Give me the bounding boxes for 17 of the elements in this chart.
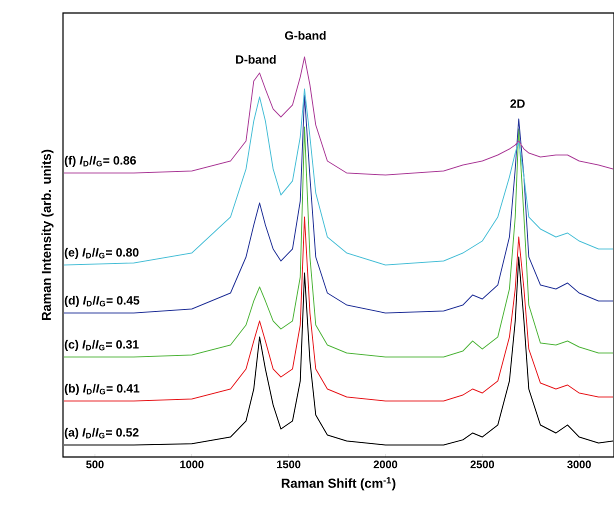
text: G-band <box>285 31 326 40</box>
x-tick-label: 2500 <box>470 460 494 468</box>
annotation: D-band <box>236 54 276 64</box>
x-tick-label: 1500 <box>277 460 300 468</box>
x-tick-label: 1000 <box>180 460 204 468</box>
series-label: (b) I$_{D}$/I$_{G}$= 0.41 <box>64 384 140 396</box>
series-label: (c) I$_{D}$/I$_{G}$= 0.31 <box>64 340 139 352</box>
x-tick-label: 3000 <box>567 460 591 468</box>
x-axis-title: Raman Shift (cm$^{-1}$) <box>282 477 396 490</box>
y-axis-title: Raman Intensity (arb. units) <box>41 150 54 320</box>
x-tick-label: 2000 <box>374 460 398 468</box>
x-tick-label: 500 <box>86 460 104 468</box>
series-label: (d) I$_{D}$/I$_{G}$= 0.45 <box>64 296 140 308</box>
series-label: (e) I$_{D}$/I$_{G}$= 0.80 <box>64 248 139 260</box>
annotation: 2D <box>510 99 525 108</box>
series-label: (f) I$_{D}$/I$_{G}$= 0.86 <box>64 156 136 168</box>
series-label: (a) I$_{D}$/I$_{G}$= 0.52 <box>64 428 139 440</box>
